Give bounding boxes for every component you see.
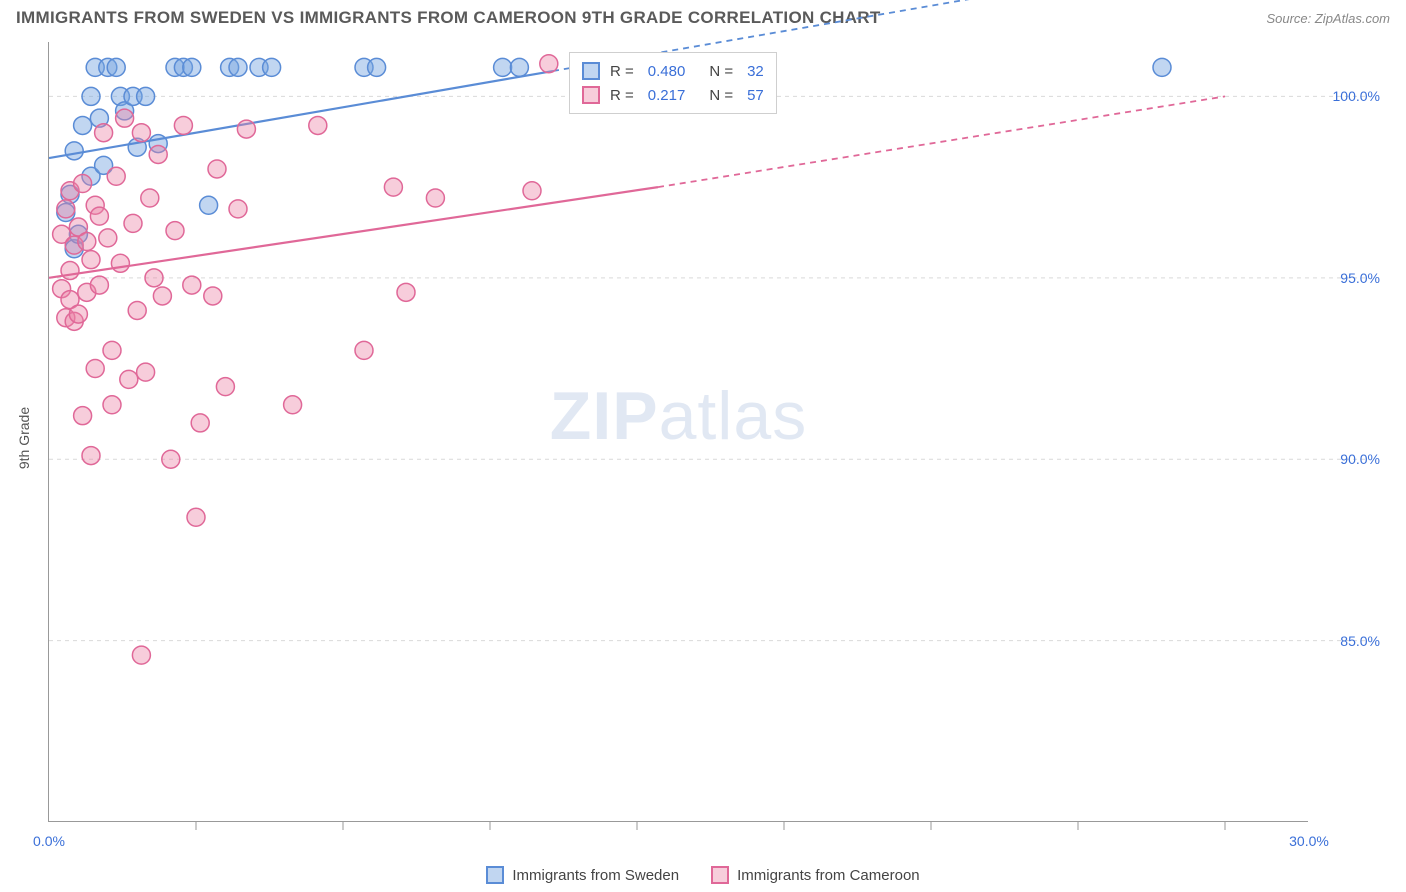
x-tick-label-left: 0.0% [33,833,65,849]
legend-n-value: 32 [747,63,764,80]
scatter-point [74,116,92,134]
chart-area: ZIPatlas R =0.480N =32R =0.217N =57 85.0… [48,42,1390,842]
scatter-point [107,167,125,185]
bottom-legend: Immigrants from Sweden Immigrants from Ca… [0,866,1406,884]
trend-line [49,187,658,278]
scatter-point [284,396,302,414]
plot-area: ZIPatlas R =0.480N =32R =0.217N =57 85.0… [48,42,1308,822]
scatter-point [1153,58,1171,76]
scatter-point [237,120,255,138]
y-tick-label: 95.0% [1340,270,1380,286]
legend-r-label: R = [610,63,634,80]
scatter-point [82,251,100,269]
source-label: Source: ZipAtlas.com [1266,11,1390,26]
legend-row: R = 0.480 N = 32 [582,59,764,83]
scatter-point [204,287,222,305]
legend-r-value: 0.217 [648,87,686,104]
scatter-point [183,58,201,76]
scatter-point [162,450,180,468]
chart-title: IMMIGRANTS FROM SWEDEN VS IMMIGRANTS FRO… [16,8,881,28]
legend-swatch [582,86,600,104]
scatter-point [141,189,159,207]
scatter-point [137,87,155,105]
scatter-point [132,124,150,142]
scatter-point [137,363,155,381]
scatter-point [183,276,201,294]
correlation-legend: R = 0.480 N = 32 R = 0.217 N = 57 [569,52,777,114]
scatter-point [426,189,444,207]
scatter-point [187,508,205,526]
scatter-point [65,142,83,160]
y-tick-label: 85.0% [1340,633,1380,649]
scatter-point [57,200,75,218]
scatter-point [510,58,528,76]
legend-n-label: N = [709,63,733,80]
y-tick-label: 90.0% [1340,451,1380,467]
scatter-point [103,341,121,359]
scatter-point [368,58,386,76]
legend-swatch [486,866,504,884]
scatter-point [74,174,92,192]
scatter-point [263,58,281,76]
scatter-point [132,646,150,664]
legend-row: R = 0.217 N = 57 [582,83,764,107]
scatter-point [103,396,121,414]
bottom-legend-label: Immigrants from Cameroon [737,867,920,884]
plot-svg [49,42,1308,821]
scatter-point [384,178,402,196]
legend-n-value: 57 [747,87,764,104]
scatter-point [95,124,113,142]
scatter-point [208,160,226,178]
y-axis-label: 9th Grade [16,407,32,469]
header: IMMIGRANTS FROM SWEDEN VS IMMIGRANTS FRO… [0,0,1406,32]
legend-r-value: 0.480 [648,63,686,80]
scatter-point [99,229,117,247]
scatter-point [153,287,171,305]
scatter-point [309,116,327,134]
scatter-point [191,414,209,432]
scatter-point [229,58,247,76]
y-tick-label: 100.0% [1333,88,1380,104]
scatter-point [78,233,96,251]
scatter-point [145,269,163,287]
bottom-legend-label: Immigrants from Sweden [512,867,679,884]
scatter-point [540,55,558,73]
scatter-point [61,262,79,280]
legend-n-label: N = [709,87,733,104]
scatter-point [229,200,247,218]
scatter-point [74,407,92,425]
scatter-point [124,214,142,232]
scatter-point [90,276,108,294]
scatter-point [174,116,192,134]
scatter-point [82,447,100,465]
legend-swatch [711,866,729,884]
scatter-point [86,360,104,378]
scatter-point [90,207,108,225]
scatter-point [116,109,134,127]
bottom-legend-item: Immigrants from Cameroon [711,866,920,884]
x-tick-label-right: 30.0% [1289,833,1329,849]
bottom-legend-item: Immigrants from Sweden [486,866,679,884]
scatter-point [69,305,87,323]
scatter-point [82,87,100,105]
scatter-point [107,58,125,76]
scatter-point [523,182,541,200]
scatter-point [149,145,167,163]
scatter-point [120,370,138,388]
scatter-point [200,196,218,214]
legend-swatch [582,62,600,80]
scatter-point [128,301,146,319]
scatter-point [166,222,184,240]
scatter-point [494,58,512,76]
scatter-point [397,283,415,301]
scatter-point [111,254,129,272]
legend-r-label: R = [610,87,634,104]
scatter-point [355,341,373,359]
scatter-point [216,378,234,396]
